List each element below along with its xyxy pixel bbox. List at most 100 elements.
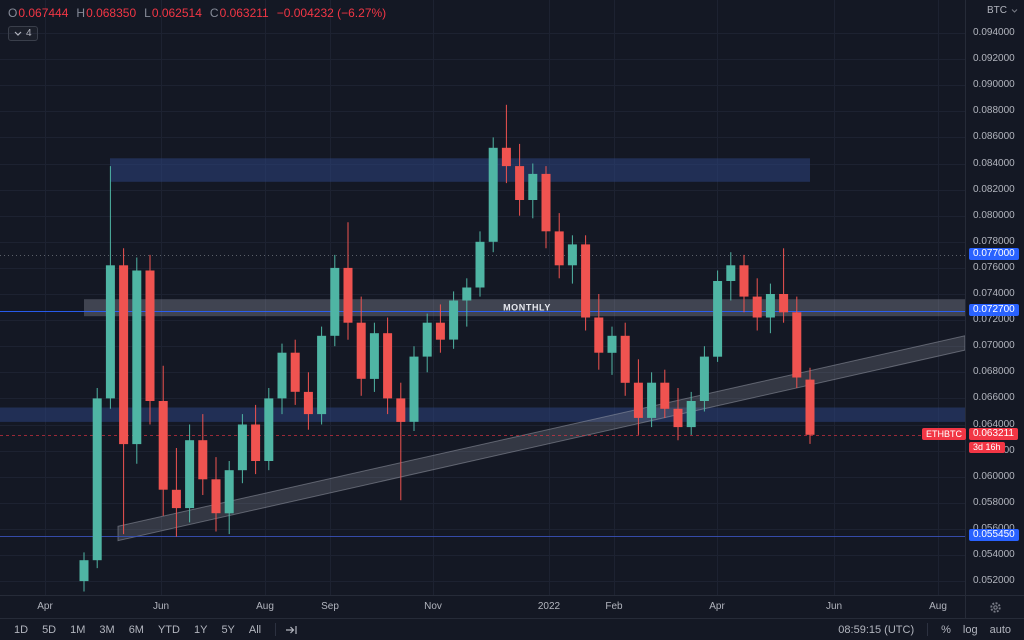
settings-gear-icon[interactable] [989,601,1002,614]
range-button-1m[interactable]: 1M [70,623,86,636]
bottom-toolbar: 1D 5D 1M 3M 6M YTD 1Y 5Y All 08:59:15 (UTC) % lo… [0,618,1024,640]
current-price-label[interactable]: 0.063211 ETHBTC [922,428,1018,440]
candle [251,404,261,475]
candle [422,313,432,373]
time-tick: Jun [152,601,170,612]
open-label: O [8,6,18,20]
price-level-label[interactable]: 0.077000 [969,248,1019,260]
time-tick: Apr [709,601,725,612]
range-selector: 1D 5D 1M 3M 6M YTD 1Y 5Y All [8,623,298,637]
range-button-6m[interactable]: 6M [128,623,144,636]
candle [633,359,643,435]
ohlc-legend: O 0.067444 H 0.068350 L 0.062514 C 0.063211 … [8,6,386,20]
price-tick: 0.076000 [973,262,1015,273]
candle [726,252,736,301]
candle [528,163,538,219]
candle [567,235,577,284]
time-tick: Aug [256,601,274,612]
candle [673,388,683,441]
candle [105,166,115,409]
time-tick: Aug [929,601,947,612]
candle [581,235,591,331]
time-tick: Jun [825,601,843,612]
range-button-all[interactable]: All [248,623,262,636]
close-label: C [209,6,219,20]
candle [792,296,802,388]
candle [171,448,181,537]
candle [501,104,511,184]
chevron-down-icon [1011,8,1018,13]
low-label: L [144,6,151,20]
support-zone[interactable] [0,407,965,422]
range-button-5y[interactable]: 5Y [221,623,235,636]
candle [317,326,327,425]
candle [211,457,221,532]
candle [541,166,551,249]
chart-plot-area[interactable]: MONTHLY [0,0,965,595]
auto-scale-button[interactable]: auto [989,623,1011,636]
go-to-date-icon[interactable] [284,623,298,637]
candle [620,322,630,396]
time-tick: 2022 [537,601,561,612]
price-tick: 0.078000 [973,236,1015,247]
log-scale-button[interactable]: log [962,623,978,636]
clock[interactable]: 08:59:15 (UTC) [838,623,915,636]
candle [356,296,366,396]
price-tick: 0.056000 [973,523,1015,535]
high-label: H [76,6,86,20]
price-level-label[interactable]: 0.072700 [969,304,1019,316]
range-button-3m[interactable]: 3M [99,623,115,636]
candle [554,213,564,279]
bar-countdown: 3d 16h [969,442,1005,453]
grid [0,0,965,595]
price-tick: 0.070000 [973,340,1015,351]
range-button-1d[interactable]: 1D [14,623,29,636]
chevron-down-icon [14,31,22,36]
price-tick: 0.064000 [973,419,1015,430]
candle [752,278,762,331]
candle [237,414,247,484]
candle [805,367,815,444]
time-axis[interactable]: Apr Jun Aug Sep Nov 2022 Feb Apr Jun Aug [0,595,965,618]
trend-channel[interactable] [117,335,965,542]
candlestick-chart[interactable]: MONTHLY [0,0,965,595]
price-tick: 0.072000 [973,314,1015,325]
candle [92,388,102,569]
candle [699,346,709,412]
time-tick: Apr [37,601,53,612]
time-tick: Feb [605,601,623,612]
time-tick: Sep [321,601,339,612]
candle [224,461,234,535]
price-level-label[interactable]: 0.055450 [969,529,1019,541]
price-tick: 0.086000 [973,131,1015,142]
candle [158,365,168,516]
price-tick: 0.068000 [973,366,1015,377]
range-button-5d[interactable]: 5D [42,623,57,636]
candle [607,326,617,375]
resistance-zone[interactable] [110,158,810,182]
price-tick: 0.082000 [973,184,1015,195]
price-tick: 0.060000 [973,471,1015,482]
price-tick: 0.074000 [973,288,1015,299]
candle [409,346,419,431]
open-value: 0.067444 [18,6,69,20]
close-value: 0.063211 [219,6,269,20]
candle [185,424,195,523]
price-tick: 0.052000 [973,575,1015,586]
candle [739,254,749,313]
range-button-ytd[interactable]: YTD [157,623,180,636]
toolbar-divider [927,623,929,636]
candle [343,222,353,340]
price-axis[interactable]: 0.094000 0.092000 0.090000 0.088000 0.086000… [922,0,1024,595]
percent-scale-button[interactable]: % [941,623,951,636]
legend-collapse-badge[interactable]: 4 [8,26,38,41]
badge-count: 4 [26,28,32,39]
range-button-1y[interactable]: 1Y [193,623,208,636]
candle [132,257,142,464]
candle [396,382,406,501]
time-tick: Nov [424,601,442,612]
toolbar-divider [275,623,277,636]
currency-toggle[interactable]: BTC [987,5,1018,16]
monthly-zone-label: MONTHLY [503,303,551,313]
